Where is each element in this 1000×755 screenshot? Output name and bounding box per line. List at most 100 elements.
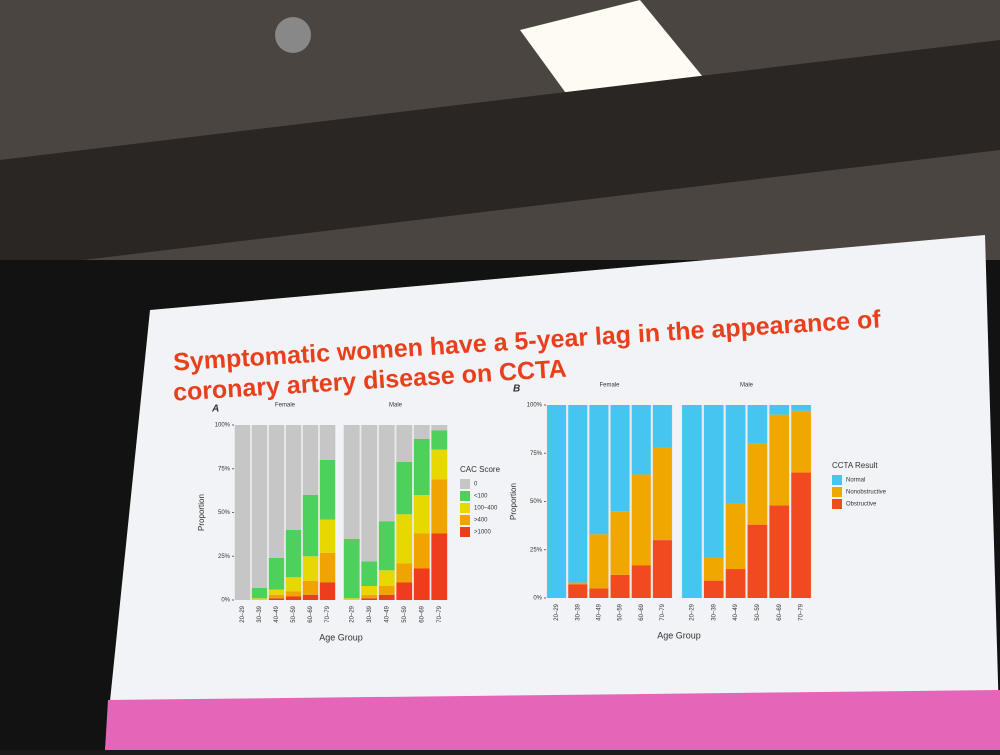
bar-segment — [747, 524, 768, 598]
facet-panel — [234, 425, 336, 600]
bar-segment — [725, 405, 746, 504]
legend-label: Normal — [846, 478, 865, 484]
y-tick-label: 100% — [215, 423, 231, 429]
bar-segment — [631, 565, 651, 598]
bar-segment — [361, 425, 378, 562]
legend-swatch — [460, 527, 470, 537]
legend-title: CAC Score — [460, 465, 501, 474]
x-axis-label: Age Group — [319, 632, 363, 642]
bar-segment — [652, 540, 672, 598]
x-tick-label: 30–39 — [367, 605, 373, 622]
bar-segment — [652, 447, 672, 541]
bar-segment — [378, 586, 395, 595]
bar-segment — [343, 425, 360, 539]
bar-segment — [747, 405, 768, 444]
y-axis-label: Proportion — [197, 494, 206, 531]
bar-segment — [431, 430, 448, 450]
legend-label: Nonobstructive — [846, 490, 887, 496]
bar-segment — [725, 569, 746, 598]
bar-segment — [610, 405, 630, 512]
x-tick-label: 30–39 — [711, 603, 717, 620]
bar-segment — [319, 519, 336, 553]
x-tick-label: 20–29 — [240, 605, 246, 622]
x-tick-label: 50–59 — [402, 605, 408, 622]
facet-label: Female — [599, 383, 620, 389]
x-tick-label: 40–49 — [596, 603, 602, 620]
bar-segment — [343, 538, 360, 599]
legend-label: >1000 — [474, 530, 492, 536]
bar-segment — [343, 598, 360, 600]
bar-segment — [319, 425, 336, 460]
x-tick-label: 60–69 — [419, 605, 425, 622]
bar-segment — [547, 405, 567, 598]
bar-segment — [769, 414, 790, 506]
bar-segment — [413, 533, 430, 569]
bar-segment — [769, 405, 790, 415]
legend-swatch — [460, 515, 470, 525]
bar-segment — [268, 589, 285, 595]
legend-title: CCTA Result — [832, 461, 878, 470]
bar-segment — [791, 472, 811, 598]
bar-segment — [791, 405, 811, 411]
bar-segment — [319, 460, 336, 520]
bar-segment — [769, 505, 790, 598]
bar-segment — [251, 598, 268, 600]
bar-segment — [234, 425, 251, 600]
bar-segment — [302, 594, 319, 600]
bar-segment — [725, 503, 746, 570]
legend-label: 0 — [474, 482, 478, 488]
bar-segment — [589, 534, 609, 589]
x-axis-label: Age Group — [657, 630, 701, 640]
bar-segment — [747, 443, 768, 525]
bar-segment — [703, 580, 724, 598]
bar-segment — [361, 586, 378, 595]
legend-swatch — [460, 503, 470, 513]
x-tick-label: 20–29 — [689, 603, 695, 620]
bar-segment — [631, 474, 651, 566]
bar-segment — [413, 568, 430, 600]
slide-footer — [105, 690, 1000, 750]
x-tick-label: 40–49 — [384, 605, 390, 622]
bar-segment — [682, 405, 702, 598]
panel-label: A — [211, 404, 219, 415]
bar-segment — [361, 561, 378, 586]
x-tick-label: 50–59 — [618, 603, 624, 620]
legend-label: 100–400 — [474, 506, 498, 512]
bar-segment — [431, 425, 448, 431]
bar-segment — [396, 425, 413, 462]
bar-segment — [396, 582, 413, 600]
bar-segment — [589, 405, 609, 535]
facet-label: Male — [740, 383, 754, 389]
bar-segment — [568, 582, 588, 585]
legend-label: >400 — [474, 518, 488, 524]
bar-segment — [610, 574, 630, 598]
bar-segment — [413, 439, 430, 495]
y-tick-label: 50% — [218, 510, 231, 516]
y-tick-label: 0% — [533, 596, 542, 602]
facet-panel — [681, 405, 812, 598]
bar-segment — [268, 594, 285, 599]
bar-segment — [378, 521, 395, 571]
y-axis-label: Proportion — [509, 483, 518, 520]
bar-segment — [378, 594, 395, 600]
bar-segment — [251, 425, 268, 588]
x-tick-label: 20–29 — [554, 603, 560, 620]
x-tick-label: 70–79 — [437, 605, 443, 622]
wall-beam — [0, 40, 1000, 270]
bar-segment — [431, 449, 448, 480]
bar-segment — [413, 495, 430, 534]
y-tick-label: 50% — [530, 499, 543, 505]
charts: A 0% 25% 50% 75% 100% Proportion Age Group Femal… — [197, 383, 887, 643]
bar-segment — [610, 511, 630, 575]
bar-segment — [302, 495, 319, 557]
bar-segment — [631, 405, 651, 475]
bar-segment — [251, 587, 268, 599]
ceiling-spot — [275, 17, 311, 53]
bar-segment — [302, 580, 319, 595]
y-tick-label: 75% — [218, 466, 231, 472]
bar-segment — [319, 582, 336, 600]
bar-segment — [396, 563, 413, 583]
panel-label: B — [513, 384, 520, 395]
